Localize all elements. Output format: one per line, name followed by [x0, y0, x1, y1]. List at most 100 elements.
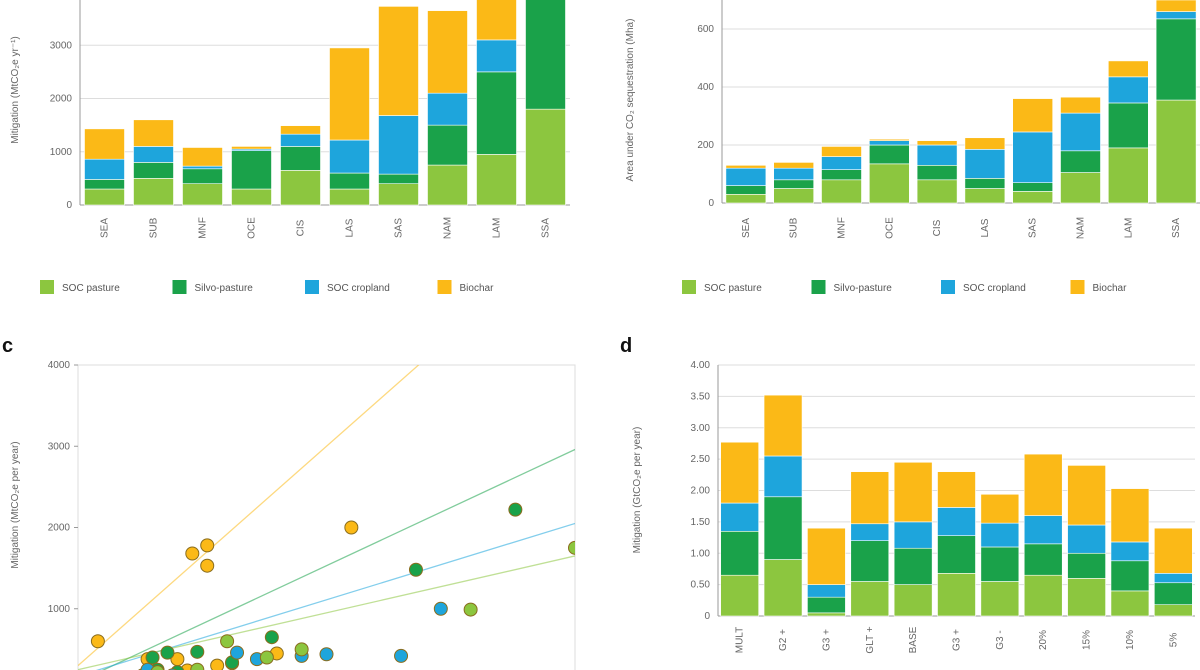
- legend-swatch-silvo-pasture: [811, 280, 826, 294]
- bar-g3-soc-cropland: [937, 507, 976, 536]
- bar-las-soc-pasture: [329, 188, 370, 206]
- y-tick-label: 4.00: [691, 360, 711, 371]
- bar-mnf-silvo-pasture: [821, 169, 862, 181]
- bar-cis-soc-cropland: [280, 133, 321, 147]
- bar-sea-biochar: [725, 165, 767, 169]
- x-tick-label: 5%: [1168, 633, 1179, 648]
- x-tick-label: SUB: [149, 217, 160, 238]
- chart-b: 0 200 400 600 SEA SUB MNF OCE CIS LAS SAS NAM LAM SSA…: [625, 0, 1200, 294]
- fit-line-biochar: [78, 365, 420, 667]
- bar-g2-silvo-pasture: [763, 496, 803, 560]
- x-tick-label: LAS: [980, 218, 991, 237]
- bar-5-soc-pasture: [1154, 604, 1193, 617]
- bar-base-soc-cropland: [893, 521, 933, 549]
- bar-mult-soc-pasture: [720, 574, 759, 617]
- bar-cis-soc-cropland: [916, 144, 958, 166]
- y-axis-label: Mitigation (MtCO₂e per year): [10, 441, 21, 568]
- x-tick-label: LAS: [345, 218, 356, 237]
- x-tick-label: SSA: [1171, 218, 1182, 238]
- panel-label: c: [2, 335, 13, 357]
- x-tick-label: G3 -: [995, 630, 1006, 649]
- bar-ssa-silvo-pasture: [1155, 18, 1197, 101]
- legend-label-silvo-pasture: Silvo-pasture: [195, 283, 254, 294]
- bar-sub-biochar: [773, 162, 815, 169]
- point-soc-cropland: [319, 647, 334, 662]
- bar-sub-soc-pasture: [133, 178, 174, 206]
- point-soc-cropland: [394, 648, 409, 663]
- bar-15-silvo-pasture: [1067, 552, 1106, 579]
- bar-cis-biochar: [916, 140, 958, 146]
- panel-label: d: [620, 335, 632, 357]
- legend-swatch-biochar: [1070, 280, 1085, 294]
- bar-5-silvo-pasture: [1154, 582, 1193, 606]
- x-tick-label: 15%: [1082, 630, 1093, 650]
- bar-las-silvo-pasture: [329, 172, 370, 190]
- y-tick-label: 2.50: [691, 454, 711, 465]
- point-silvo-pasture: [508, 502, 523, 517]
- legend-swatch-soc-pasture: [682, 280, 696, 294]
- point-silvo-pasture: [190, 644, 205, 659]
- y-tick-label: 400: [697, 82, 714, 93]
- bar-glt-soc-pasture: [850, 581, 890, 617]
- bar-g3-biochar: [807, 527, 846, 585]
- plot-area: [78, 365, 575, 670]
- bar-oce-silvo-pasture: [868, 144, 910, 165]
- bar-mnf-soc-pasture: [821, 179, 862, 204]
- bar-g3-soc-cropland: [807, 584, 846, 598]
- bar-nam-biochar: [1060, 96, 1101, 114]
- bar-oce-soc-pasture: [868, 163, 910, 204]
- point-biochar: [200, 538, 215, 553]
- legend-swatch-silvo-pasture: [172, 280, 187, 294]
- bar-oce-biochar: [868, 138, 910, 141]
- bar-sub-biochar: [133, 119, 174, 147]
- bar-sub-silvo-pasture: [133, 162, 174, 179]
- bar-glt-soc-cropland: [850, 523, 890, 542]
- x-tick-label: CIS: [296, 219, 307, 236]
- x-tick-label: BASE: [908, 626, 919, 653]
- y-axis-label: Area under CO₂ sequestration (Mha): [625, 19, 636, 182]
- bar-ssa-soc-pasture: [525, 108, 566, 206]
- legend-swatch-soc-cropland: [305, 280, 319, 294]
- bar-sea-soc-cropland: [84, 158, 125, 180]
- bar-10-soc-pasture: [1110, 590, 1150, 617]
- bar-nam-soc-pasture: [427, 164, 468, 206]
- bar-sas-soc-cropland: [378, 115, 419, 175]
- y-tick-label: 600: [697, 24, 714, 35]
- x-tick-label: LAM: [492, 218, 503, 239]
- bar-las-soc-cropland: [964, 149, 1006, 179]
- bar-5-soc-cropland: [1154, 573, 1193, 584]
- bar-ssa-biochar: [1155, 0, 1197, 12]
- legend-label-soc-cropland: SOC cropland: [963, 283, 1026, 294]
- point-soc-pasture: [150, 665, 165, 670]
- bar-sas-silvo-pasture: [1012, 182, 1054, 192]
- x-tick-label: G3 +: [952, 629, 963, 651]
- bar-g3-soc-pasture: [980, 581, 1020, 617]
- bar-nam-soc-cropland: [427, 92, 468, 126]
- bar-15-soc-cropland: [1067, 524, 1106, 554]
- bar-g2-soc-pasture: [763, 559, 803, 617]
- bar-ssa-soc-pasture: [1155, 99, 1197, 204]
- bar-g3-soc-pasture: [807, 612, 846, 617]
- y-tick-label: 2.00: [691, 486, 711, 497]
- y-tick-label: 1000: [50, 147, 73, 158]
- bar-sea-biochar: [84, 128, 125, 160]
- point-soc-pasture: [568, 540, 575, 555]
- bar-20-soc-cropland: [1023, 515, 1063, 545]
- fit-line-silvo-pasture: [101, 448, 575, 670]
- y-tick-label: 3000: [50, 40, 73, 51]
- x-tick-label: SUB: [789, 217, 800, 238]
- legend: SOC pasture Silvo-pasture SOC cropland Bioc…: [682, 280, 1127, 294]
- x-tick-label: MNF: [837, 217, 848, 239]
- point-soc-pasture: [294, 642, 309, 657]
- bar-15-biochar: [1067, 465, 1106, 526]
- bar-nam-soc-pasture: [1060, 172, 1101, 204]
- bar-10-silvo-pasture: [1110, 560, 1150, 592]
- bar-las-soc-pasture: [964, 188, 1006, 204]
- bar-oce-soc-cropland: [868, 140, 910, 146]
- bar-base-silvo-pasture: [893, 547, 933, 585]
- y-axis-label: Mitigation (MtCO₂e yr⁻¹): [10, 36, 21, 144]
- bar-sas-silvo-pasture: [378, 173, 419, 185]
- bar-lam-silvo-pasture: [1108, 102, 1149, 149]
- bar-sea-silvo-pasture: [84, 179, 125, 190]
- y-tick-label: 1.00: [691, 548, 711, 559]
